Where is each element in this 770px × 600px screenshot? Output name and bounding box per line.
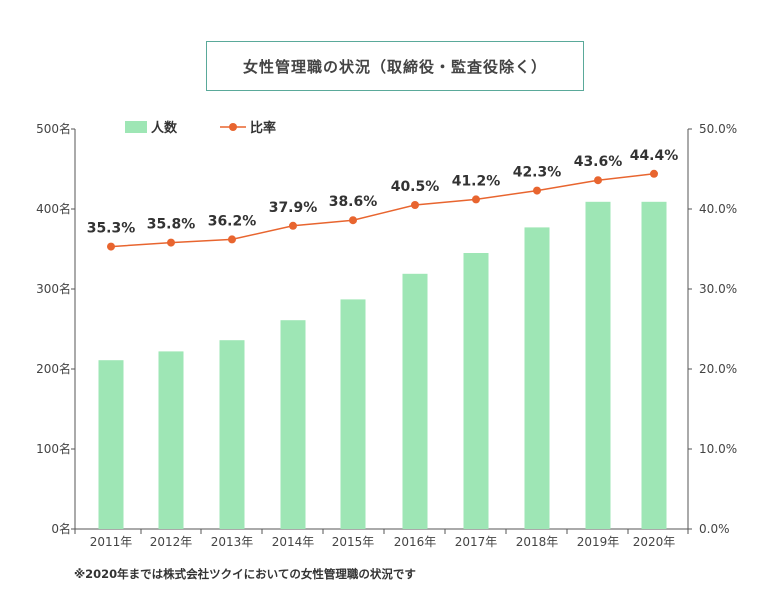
bar: [98, 360, 124, 529]
legend-label-ratio: 比率: [250, 120, 276, 136]
ratio-data-label: 42.3%: [513, 165, 562, 181]
bar: [158, 351, 184, 529]
x-tick-label: 2012年: [150, 535, 193, 549]
ratio-data-label: 35.3%: [87, 221, 136, 237]
x-tick-label: 2011年: [90, 535, 133, 549]
ratio-data-label: 38.6%: [329, 194, 378, 210]
ratio-point: [411, 201, 419, 209]
legend-marker-ratio: [229, 123, 237, 131]
bar: [340, 299, 366, 529]
x-tick-label: 2014年: [272, 535, 315, 549]
ratio-point: [167, 238, 175, 247]
ratio-data-label: 37.9%: [269, 200, 318, 216]
right-tick-label: 10.0%: [699, 442, 737, 456]
ratio-point: [594, 176, 602, 185]
ratio-data-label: 36.2%: [208, 213, 257, 229]
x-tick-label: 2020年: [633, 535, 676, 549]
x-tick-label: 2019年: [577, 535, 620, 549]
chart-title: 女性管理職の状況（取締役・監査役除く）: [206, 41, 584, 91]
x-tick-label: 2016年: [394, 535, 437, 549]
x-tick-label: 2015年: [332, 535, 375, 549]
bar: [280, 320, 306, 529]
left-tick-label: 100名: [36, 441, 71, 456]
legend-label-count: 人数: [151, 120, 178, 136]
ratio-point: [289, 221, 297, 230]
ratio-data-label: 40.5%: [391, 179, 440, 195]
bar: [219, 340, 245, 529]
legend-swatch-count: [125, 121, 147, 133]
line-series: [107, 169, 658, 251]
ratio-point: [349, 216, 357, 225]
bar-series: [98, 201, 667, 530]
left-tick-label: 400名: [36, 201, 71, 216]
ratio-point: [650, 169, 658, 178]
right-tick-label: 50.0%: [699, 122, 737, 136]
bar: [524, 227, 550, 529]
x-tick-label: 2013年: [211, 535, 254, 549]
right-tick-label: 20.0%: [699, 362, 737, 376]
ratio-data-label: 41.2%: [452, 173, 501, 189]
right-tick-label: 0.0%: [699, 522, 730, 536]
left-tick-label: 0名: [51, 521, 71, 536]
ratio-point: [472, 195, 480, 204]
ratio-data-label: 43.6%: [574, 154, 623, 170]
bar: [585, 201, 611, 530]
ratio-point: [533, 186, 541, 195]
bar: [402, 273, 428, 529]
data-labels: 35.3% 35.8% 36.2% 37.9% 38.6% 40.5% 41.2% 42.3%…: [87, 148, 679, 237]
x-tick-label: 2018年: [516, 535, 559, 549]
ratio-point: [107, 242, 115, 251]
ratio-line: [110, 173, 655, 248]
ratio-point: [228, 235, 236, 244]
x-tick-label: 2017年: [455, 535, 498, 549]
right-tick-label: 30.0%: [699, 282, 737, 296]
legend: 人数 比率: [125, 120, 276, 136]
ratio-data-label: 44.4%: [630, 148, 679, 164]
left-tick-label: 300名: [36, 281, 71, 296]
right-tick-label: 40.0%: [699, 202, 737, 216]
tick-labels: 0名 100名 200名 300名 400名 500名 0.0% 10.0% 20.0% 30.0…: [36, 121, 737, 549]
left-tick-label: 500名: [36, 121, 71, 136]
footnote: ※2020年までは株式会社ツクイにおいての女性管理職の状況です: [74, 567, 416, 581]
left-tick-label: 200名: [36, 361, 71, 376]
bar: [641, 201, 667, 530]
bar: [463, 253, 489, 529]
ratio-data-label: 35.8%: [147, 217, 196, 233]
